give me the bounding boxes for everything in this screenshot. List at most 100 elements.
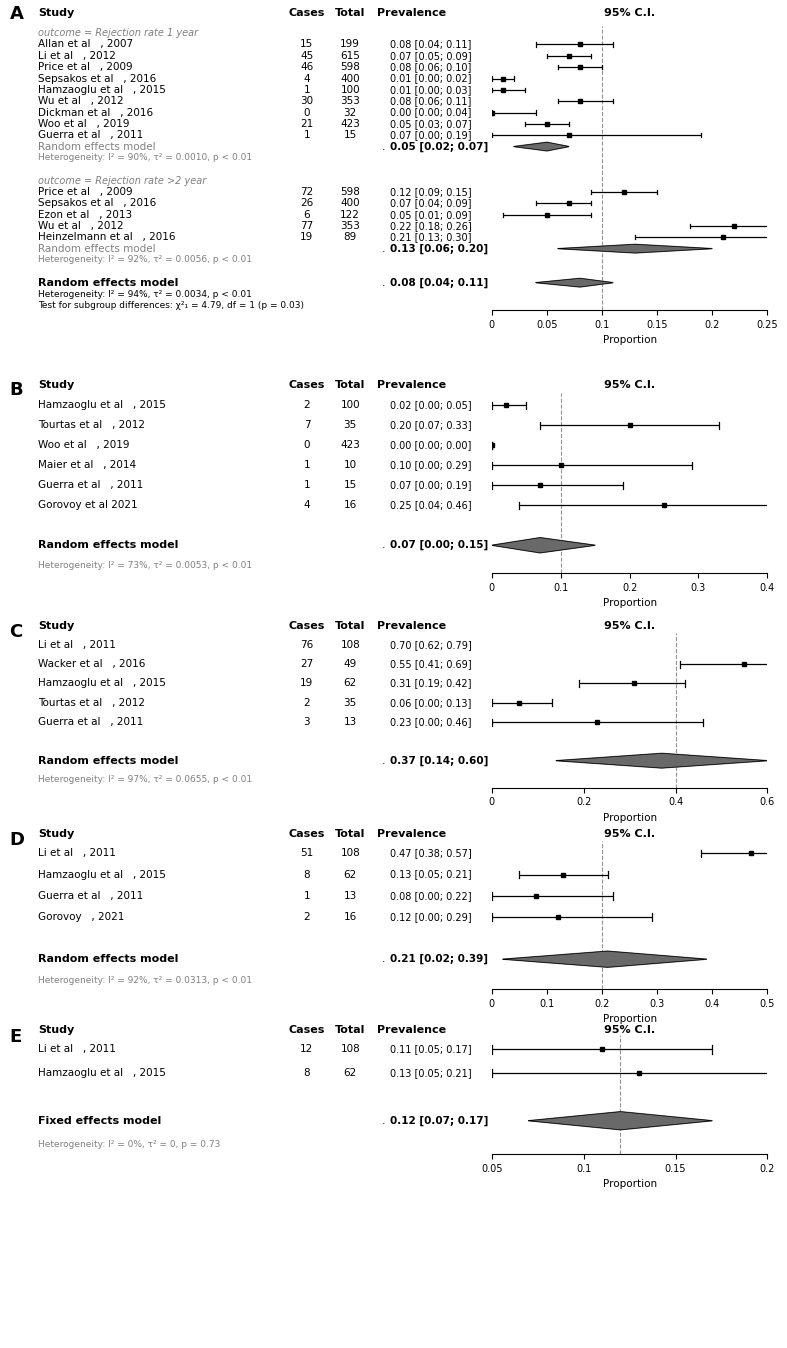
Text: Test for subgroup differences: χ²₁ = 4.79, df = 1 (p = 0.03): Test for subgroup differences: χ²₁ = 4.7… xyxy=(38,301,304,310)
Text: Sepsakos et al   , 2016: Sepsakos et al , 2016 xyxy=(38,74,156,84)
Text: outcome = Rejection rate 1 year: outcome = Rejection rate 1 year xyxy=(38,28,198,38)
Text: Li et al   , 2011: Li et al , 2011 xyxy=(38,1045,116,1054)
Text: Heterogeneity: I² = 92%, τ² = 0.0313, p < 0.01: Heterogeneity: I² = 92%, τ² = 0.0313, p … xyxy=(38,976,252,985)
Text: Prevalence: Prevalence xyxy=(377,8,446,18)
Text: 199: 199 xyxy=(340,39,360,50)
Text: Price et al   , 2009: Price et al , 2009 xyxy=(38,187,132,197)
Text: Random effects model: Random effects model xyxy=(38,541,178,550)
Text: 0.00 [0.00; 0.04]: 0.00 [0.00; 0.04] xyxy=(390,108,471,117)
Text: 95% C.I.: 95% C.I. xyxy=(604,8,655,18)
Text: 77: 77 xyxy=(301,221,313,231)
Text: 0.07 [0.00; 0.19]: 0.07 [0.00; 0.19] xyxy=(390,480,471,491)
Polygon shape xyxy=(503,952,707,968)
Text: .: . xyxy=(382,142,385,151)
Text: Study: Study xyxy=(38,8,74,18)
Text: Allan et al   , 2007: Allan et al , 2007 xyxy=(38,39,133,50)
Text: 100: 100 xyxy=(341,400,360,410)
Text: 2: 2 xyxy=(304,911,310,922)
Text: 0.08 [0.04; 0.11]: 0.08 [0.04; 0.11] xyxy=(390,39,471,50)
Text: Tourtas et al   , 2012: Tourtas et al , 2012 xyxy=(38,421,145,430)
Text: Heterogeneity: I² = 73%, τ² = 0.0053, p < 0.01: Heterogeneity: I² = 73%, τ² = 0.0053, p … xyxy=(38,561,252,570)
Text: Random effects model: Random effects model xyxy=(38,142,155,151)
Text: 423: 423 xyxy=(340,441,360,450)
Text: 0: 0 xyxy=(304,441,310,450)
Text: 0: 0 xyxy=(304,108,310,117)
Text: Total: Total xyxy=(335,1024,365,1035)
Text: outcome = Rejection rate >2 year: outcome = Rejection rate >2 year xyxy=(38,175,206,186)
Text: 76: 76 xyxy=(301,640,313,650)
Text: .: . xyxy=(382,954,385,964)
Text: A: A xyxy=(9,4,24,23)
Text: 615: 615 xyxy=(340,51,360,61)
Text: E: E xyxy=(9,1027,22,1046)
Text: 400: 400 xyxy=(341,198,360,209)
Text: 26: 26 xyxy=(301,198,313,209)
Text: 21: 21 xyxy=(301,119,313,129)
Text: C: C xyxy=(9,623,23,640)
Text: Cases: Cases xyxy=(289,380,325,390)
Text: Fixed effects model: Fixed effects model xyxy=(38,1116,161,1126)
Text: 598: 598 xyxy=(340,187,360,197)
Text: Hamzaoglu et al   , 2015: Hamzaoglu et al , 2015 xyxy=(38,85,165,94)
Text: 15: 15 xyxy=(344,480,357,491)
Text: 0.06 [0.00; 0.13]: 0.06 [0.00; 0.13] xyxy=(390,698,471,708)
Text: Prevalence: Prevalence xyxy=(377,1024,446,1035)
Text: .: . xyxy=(382,541,385,550)
Text: 0.08 [0.06; 0.10]: 0.08 [0.06; 0.10] xyxy=(390,62,471,73)
Text: Cases: Cases xyxy=(289,8,325,18)
Text: 0.05 [0.02; 0.07]: 0.05 [0.02; 0.07] xyxy=(390,142,488,152)
Text: 0.07 [0.04; 0.09]: 0.07 [0.04; 0.09] xyxy=(390,198,471,209)
Text: 0.08 [0.04; 0.11]: 0.08 [0.04; 0.11] xyxy=(390,278,488,287)
Text: 1: 1 xyxy=(304,461,310,470)
Text: Guerra et al   , 2011: Guerra et al , 2011 xyxy=(38,891,143,900)
Text: Li et al   , 2011: Li et al , 2011 xyxy=(38,848,116,859)
Text: Wu et al   , 2012: Wu et al , 2012 xyxy=(38,96,124,106)
Text: 108: 108 xyxy=(340,848,360,859)
Text: 8: 8 xyxy=(304,869,310,879)
Text: 19: 19 xyxy=(301,232,313,243)
Text: 15: 15 xyxy=(344,131,357,140)
Text: B: B xyxy=(9,380,23,399)
Text: 16: 16 xyxy=(344,911,357,922)
Text: Li et al   , 2011: Li et al , 2011 xyxy=(38,640,116,650)
Text: 400: 400 xyxy=(341,74,360,84)
Text: 0.07 [0.00; 0.15]: 0.07 [0.00; 0.15] xyxy=(390,541,488,550)
Text: 1: 1 xyxy=(304,891,310,900)
Text: 3: 3 xyxy=(304,717,310,727)
Text: Dickman et al   , 2016: Dickman et al , 2016 xyxy=(38,108,153,117)
Text: Total: Total xyxy=(335,829,365,838)
Text: 0.11 [0.05; 0.17]: 0.11 [0.05; 0.17] xyxy=(390,1045,471,1054)
Text: Prevalence: Prevalence xyxy=(377,621,446,631)
Text: Wu et al   , 2012: Wu et al , 2012 xyxy=(38,221,124,231)
Text: 27: 27 xyxy=(301,659,313,669)
Text: 19: 19 xyxy=(301,678,313,689)
Text: 1: 1 xyxy=(304,131,310,140)
Text: Woo et al   , 2019: Woo et al , 2019 xyxy=(38,441,129,450)
Text: 0.12 [0.00; 0.29]: 0.12 [0.00; 0.29] xyxy=(390,911,471,922)
Text: 0.10 [0.00; 0.29]: 0.10 [0.00; 0.29] xyxy=(390,461,471,470)
Text: Random effects model: Random effects model xyxy=(38,756,178,766)
Text: 72: 72 xyxy=(301,187,313,197)
Polygon shape xyxy=(558,244,712,253)
Text: 35: 35 xyxy=(344,421,357,430)
Text: 13: 13 xyxy=(344,891,357,900)
Text: Cases: Cases xyxy=(289,829,325,838)
Text: Study: Study xyxy=(38,1024,74,1035)
Text: Hamzaoglu et al   , 2015: Hamzaoglu et al , 2015 xyxy=(38,678,165,689)
Text: 0.07 [0.05; 0.09]: 0.07 [0.05; 0.09] xyxy=(390,51,471,61)
Text: Heterogeneity: I² = 90%, τ² = 0.0010, p < 0.01: Heterogeneity: I² = 90%, τ² = 0.0010, p … xyxy=(38,154,252,162)
Text: 598: 598 xyxy=(340,62,360,73)
Text: .: . xyxy=(382,1116,385,1126)
Text: Total: Total xyxy=(335,380,365,390)
Text: 8: 8 xyxy=(304,1068,310,1078)
Text: Guerra et al   , 2011: Guerra et al , 2011 xyxy=(38,480,143,491)
Text: 7: 7 xyxy=(304,421,310,430)
Text: 0.13 [0.05; 0.21]: 0.13 [0.05; 0.21] xyxy=(390,1068,471,1078)
Text: 1: 1 xyxy=(304,85,310,94)
Text: 0.25 [0.04; 0.46]: 0.25 [0.04; 0.46] xyxy=(390,500,471,511)
Text: 49: 49 xyxy=(344,659,357,669)
Text: 6: 6 xyxy=(304,209,310,220)
Text: 0.13 [0.05; 0.21]: 0.13 [0.05; 0.21] xyxy=(390,869,471,879)
Text: 0.70 [0.62; 0.79]: 0.70 [0.62; 0.79] xyxy=(390,640,471,650)
Text: Total: Total xyxy=(335,8,365,18)
